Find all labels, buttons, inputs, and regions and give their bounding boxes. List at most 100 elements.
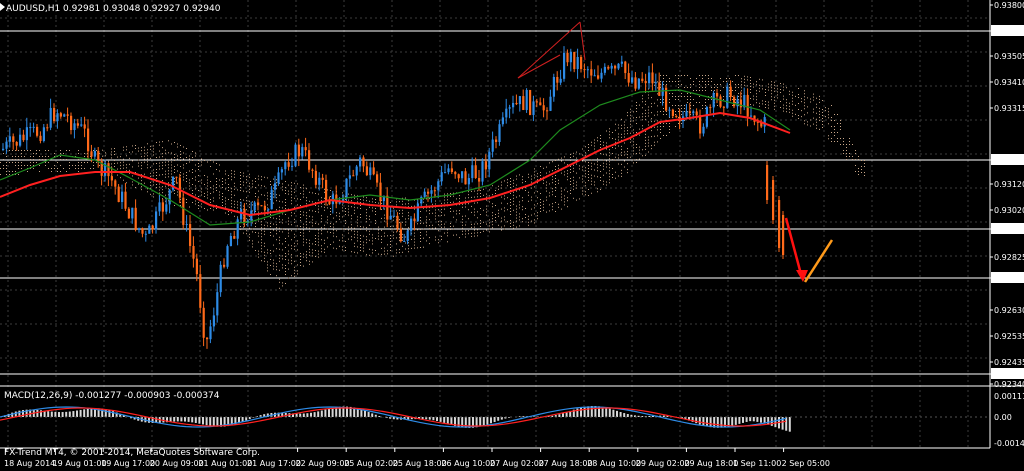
cloud-dot	[171, 161, 172, 163]
cloud-dot	[318, 235, 319, 237]
cloud-dot	[633, 129, 634, 131]
cloud-dot	[621, 163, 622, 165]
macd-bar	[389, 417, 392, 419]
cloud-dot	[198, 208, 199, 209]
cloud-dot	[699, 75, 700, 76]
cloud-dot	[618, 136, 619, 138]
cloud-dot	[318, 205, 319, 207]
macd-bar	[695, 417, 698, 424]
cloud-dot	[282, 228, 283, 230]
cloud-dot	[669, 99, 670, 100]
cloud-dot	[681, 93, 682, 94]
cloud-dot	[303, 241, 304, 243]
cloud-dot	[831, 120, 832, 121]
cloud-dot	[435, 203, 436, 205]
cloud-dot	[618, 157, 619, 159]
cloud-dot	[336, 230, 337, 232]
cloud-dot	[171, 170, 172, 172]
cloud-dot	[363, 226, 364, 228]
cloud-dot	[366, 227, 367, 229]
cloud-dot	[132, 145, 133, 147]
candle-body	[80, 124, 83, 126]
cloud-dot	[714, 84, 715, 85]
cloud-dot	[537, 173, 538, 175]
cloud-dot	[855, 159, 856, 160]
cloud-dot	[396, 231, 397, 233]
cloud-dot	[336, 212, 337, 214]
macd-bar	[180, 417, 183, 422]
cloud-dot	[543, 206, 544, 208]
cloud-dot	[702, 90, 703, 91]
cloud-dot	[489, 228, 490, 230]
macd-bar	[756, 417, 759, 422]
cloud-dot	[633, 120, 634, 122]
cloud-dot	[303, 265, 304, 267]
candle-body	[736, 99, 739, 107]
cloud-dot	[570, 193, 571, 194]
cloud-dot	[507, 221, 508, 223]
collapse-arrow-icon[interactable]	[0, 3, 5, 11]
macd-bar	[594, 406, 597, 417]
cloud-dot	[606, 154, 607, 156]
cloud-dot	[678, 111, 679, 112]
cloud-dot	[483, 209, 484, 211]
horizontal-lines[interactable]	[0, 30, 990, 375]
cloud-dot	[639, 158, 640, 160]
cloud-dot	[348, 199, 349, 201]
cloud-dot	[720, 84, 721, 85]
cloud-dot	[630, 123, 631, 125]
cloud-dot	[303, 229, 304, 231]
candle-body	[138, 228, 141, 230]
cloud-dot	[807, 106, 808, 108]
cloud-dot	[288, 244, 289, 246]
cloud-dot	[171, 179, 172, 181]
cloud-dot	[102, 149, 103, 151]
cloud-dot	[315, 250, 316, 251]
cloud-dot	[264, 233, 265, 235]
time-tick: 25 Aug 02:00	[344, 459, 398, 468]
cloud-dot	[660, 123, 661, 124]
cloud-dot	[474, 214, 475, 216]
cloud-dot	[285, 265, 286, 266]
cloud-dot	[426, 240, 427, 242]
macd-bar	[320, 410, 323, 417]
cloud-dot	[288, 229, 289, 231]
cloud-dot	[42, 156, 43, 157]
cloud-dot	[753, 98, 754, 100]
cloud-dot	[162, 162, 163, 164]
trendlines[interactable]	[517, 21, 586, 79]
cloud-dot	[114, 163, 115, 164]
macd-bar	[587, 406, 590, 417]
cloud-dot	[687, 102, 688, 103]
cloud-dot	[354, 233, 355, 235]
cloud-dot	[621, 154, 622, 156]
cloud-dot	[525, 181, 526, 182]
cloud-dot	[198, 190, 199, 191]
cloud-dot	[408, 245, 409, 247]
cloud-dot	[255, 211, 256, 212]
cloud-dot	[423, 201, 424, 203]
cloud-dot	[837, 141, 838, 142]
cloud-dot	[552, 191, 553, 193]
cloud-dot	[414, 241, 415, 243]
macd-bar	[277, 412, 280, 417]
cloud-dot	[228, 175, 229, 176]
cloud-dot	[609, 167, 610, 169]
candle-body	[634, 77, 637, 89]
cloud-dot	[228, 214, 229, 215]
cloud-dot	[519, 204, 520, 206]
cloud-dot	[396, 210, 397, 212]
cloud-dot	[312, 219, 313, 221]
cloud-dot	[567, 191, 568, 193]
cloud-dot	[786, 111, 787, 113]
cloud-dot	[294, 269, 295, 271]
cloud-dot	[6, 174, 7, 175]
cloud-dot	[621, 118, 622, 120]
cloud-dot	[654, 144, 655, 146]
cloud-dot	[351, 236, 352, 238]
cloud-dot	[543, 179, 544, 181]
cloud-dot	[327, 207, 328, 209]
cloud-dot	[153, 148, 154, 150]
